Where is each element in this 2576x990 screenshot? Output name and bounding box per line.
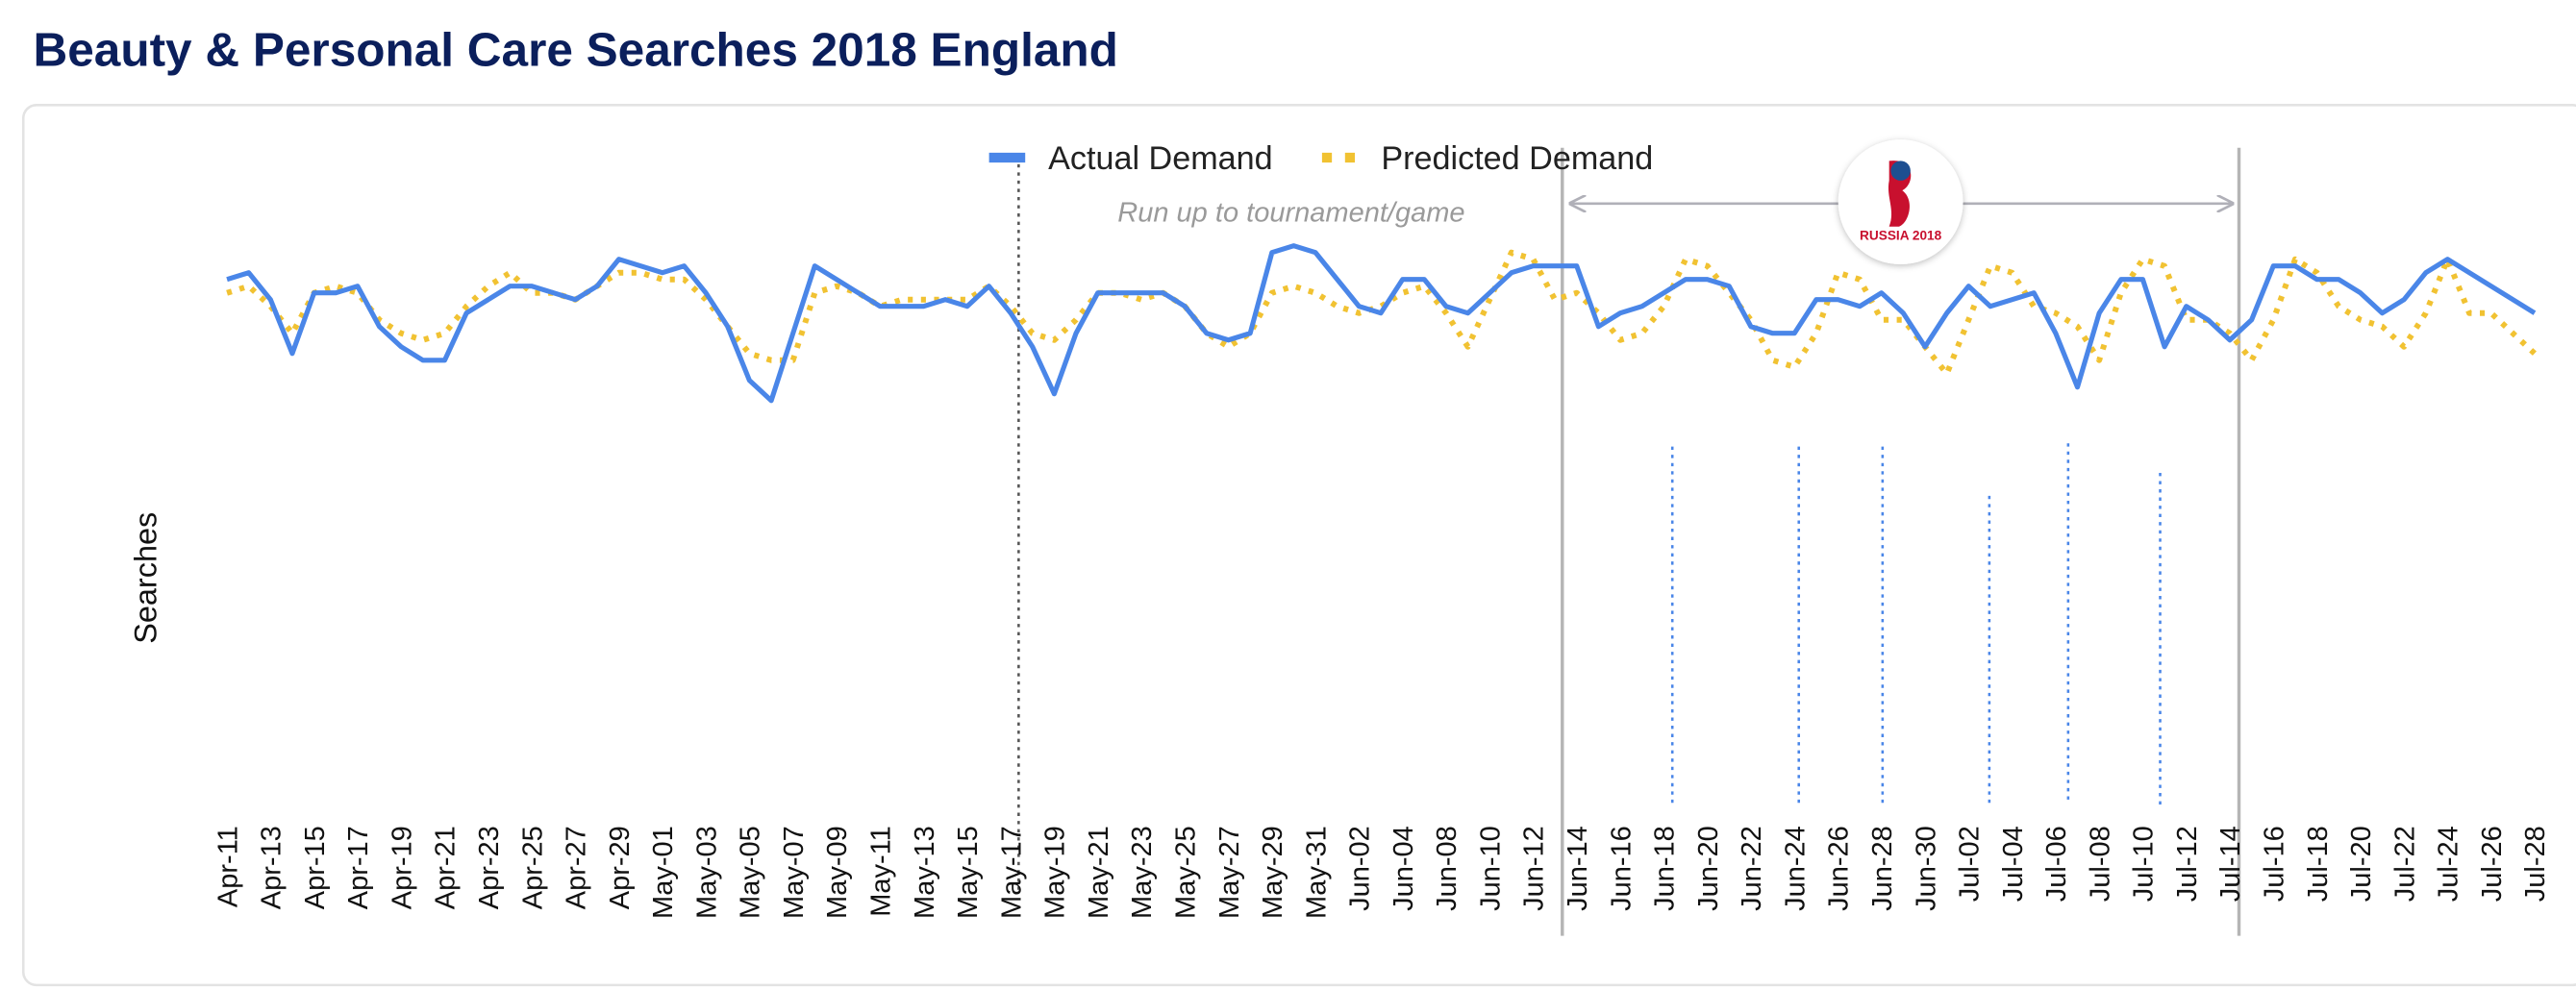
x-tick-label: May-11 [866, 826, 897, 917]
x-tick-label: Apr-15 [300, 826, 331, 909]
x-tick-label: Jul-14 [2215, 826, 2246, 902]
x-tick-label: Jul-16 [2260, 826, 2290, 902]
series-line [226, 249, 2538, 377]
x-tick-label: Jun-02 [1345, 826, 1376, 911]
x-tick-label: Jun-10 [1475, 826, 1506, 911]
logo: RUSSIA 2018 [1838, 139, 1963, 265]
logo-text: RUSSIA 2018 [1860, 228, 1942, 242]
x-tick-label: May-15 [953, 826, 984, 919]
x-tick-label: Apr-13 [257, 826, 288, 909]
x-tick-label: Jun-20 [1693, 826, 1724, 911]
x-tick-label: May-23 [1127, 826, 1158, 919]
x-tick-label: May-07 [779, 826, 810, 919]
x-tick-label: Jun-24 [1780, 826, 1811, 911]
x-tick-label: May-25 [1170, 826, 1201, 919]
x-tick-label: Apr-11 [213, 826, 243, 907]
x-tick-label: May-19 [1040, 826, 1071, 919]
x-tick-label: Jul-12 [2172, 826, 2203, 902]
x-tick-label: Jul-02 [1955, 826, 1986, 902]
x-tick-label: Apr-29 [605, 826, 636, 909]
series-line [226, 243, 2537, 404]
x-tick-label: Jun-16 [1606, 826, 1637, 911]
x-tick-label: Apr-17 [343, 826, 374, 909]
x-tick-label: Apr-25 [517, 826, 548, 909]
x-tick-label: May-03 [691, 826, 722, 919]
x-tick-label: Jun-18 [1650, 826, 1681, 911]
x-tick-label: May-13 [910, 826, 940, 919]
x-tick-label: May-29 [1258, 826, 1288, 919]
x-tick-label: Jun-14 [1563, 826, 1593, 911]
x-tick-label: Jul-26 [2477, 826, 2508, 902]
x-tick-label: Jun-30 [1911, 826, 1941, 911]
annotation: Run up to tournament/game [1117, 198, 1464, 229]
x-tick-label: May-09 [822, 826, 853, 919]
x-tick-label: Apr-27 [562, 826, 592, 909]
x-tick-label: Jul-06 [2041, 826, 2072, 902]
x-tick-label: Jul-22 [2389, 826, 2420, 902]
x-tick-label: Jul-28 [2520, 826, 2551, 902]
x-tick-label: Jul-18 [2303, 826, 2334, 902]
x-tick-label: May-27 [1214, 826, 1245, 919]
legend: Actual Demand Predicted Demand [988, 140, 1653, 177]
x-tick-label: May-17 [996, 826, 1027, 919]
x-tick-label: May-05 [736, 826, 766, 919]
x-tick-label: May-31 [1301, 826, 1332, 919]
legend-label: Actual Demand [1048, 140, 1273, 177]
x-tick-label: Jul-24 [2434, 826, 2464, 902]
y-axis-label: Searches [129, 512, 163, 644]
x-tick-label: May-01 [648, 826, 679, 919]
x-tick-label: Jun-26 [1824, 826, 1855, 911]
legend-label: Predicted Demand [1381, 140, 1653, 177]
chart-title: Beauty & Personal Care Searches 2018 Eng… [33, 23, 1117, 76]
x-tick-label: Jun-28 [1867, 826, 1898, 911]
x-tick-label: Jun-04 [1388, 826, 1419, 911]
logo-ball [1890, 161, 1911, 181]
x-tick-label: Jun-08 [1432, 826, 1463, 911]
plot [226, 243, 2538, 404]
x-tick-label: Apr-23 [474, 826, 505, 909]
x-tick-label: May-21 [1084, 826, 1114, 919]
x-tick-label: Jun-12 [1519, 826, 1550, 911]
x-tick-label: Jul-04 [1998, 826, 2029, 902]
x-tick-label: Apr-19 [387, 826, 417, 909]
x-tick-label: Jul-08 [2085, 826, 2115, 902]
x-tick-label: Jun-22 [1737, 826, 1767, 911]
x-tick-label: Apr-21 [431, 826, 462, 909]
match-days [1670, 443, 2162, 804]
x-tick-label: Jul-20 [2346, 826, 2377, 902]
x-tick-label: Jul-10 [2129, 826, 2160, 902]
